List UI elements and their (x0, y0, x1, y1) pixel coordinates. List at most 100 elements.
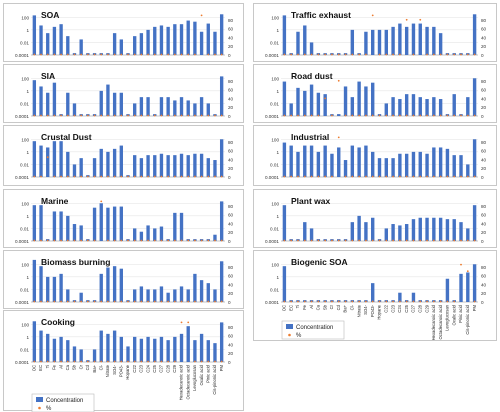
percent-marker (310, 239, 313, 242)
percent-marker (100, 360, 103, 363)
concentration-bar (112, 266, 117, 302)
concentration-bar (316, 92, 321, 116)
percent-marker (107, 239, 109, 242)
y-tick-label: 0.0001 (15, 53, 29, 58)
y2-tick-label: 80 (481, 265, 487, 270)
concentration-bar (153, 289, 157, 302)
percent-marker (337, 79, 340, 82)
legend: Concentration% (31, 393, 95, 412)
y-tick-label: 0.0001 (265, 175, 279, 180)
percent-marker (432, 53, 435, 56)
percent-marker (290, 300, 293, 303)
percent-marker (193, 360, 196, 363)
concentration-bar (146, 336, 150, 362)
legend-label-concentration: Concentration (296, 325, 333, 331)
percent-marker (446, 300, 449, 303)
percent-marker (432, 300, 435, 303)
concentration-bar (173, 289, 177, 302)
percent-marker (283, 300, 286, 303)
percent-marker (107, 114, 109, 117)
percent-marker (86, 114, 89, 117)
percent-marker (398, 175, 401, 178)
y2-tick-label: 0 (481, 114, 484, 119)
percent-marker (107, 360, 109, 363)
percent-marker (405, 18, 408, 21)
concentration-bar (213, 160, 217, 177)
y2-tick-label: 60 (481, 88, 487, 93)
concentration-bar (398, 153, 402, 177)
species-label: Ba+ (343, 304, 348, 312)
percent-marker (303, 114, 306, 117)
concentration-bar (52, 211, 57, 241)
percent-marker (283, 53, 286, 56)
percent-marker (127, 114, 129, 117)
y2-tick-label: 0 (228, 360, 231, 365)
species-label: Nitrate (105, 364, 110, 377)
percent-marker (378, 114, 381, 117)
percent-marker (200, 114, 203, 117)
concentration-bar (472, 14, 477, 55)
concentration-bar (438, 33, 443, 55)
concentration-bar (59, 336, 63, 362)
concentration-bar (59, 24, 63, 55)
percent-marker (133, 300, 136, 303)
percent-marker (147, 175, 149, 178)
percent-marker (439, 114, 442, 117)
percent-marker (80, 239, 83, 242)
percent-marker (60, 300, 63, 303)
percent-marker (187, 321, 190, 324)
concentration-bar (303, 145, 307, 177)
percent-marker (140, 114, 143, 117)
concentration-bar (199, 31, 204, 55)
y-tick-label: 100 (21, 262, 29, 267)
concentration-bar (213, 234, 217, 241)
concentration-bar (66, 92, 70, 116)
percent-marker (160, 300, 163, 303)
percent-marker (173, 114, 176, 117)
percent-marker (331, 114, 333, 117)
concentration-bar (39, 330, 43, 362)
concentration-bar (106, 151, 110, 177)
percent-marker (446, 239, 449, 242)
percent-marker (153, 175, 156, 178)
chart-panel: 100 1 0.01 0.0001 80 60 40 20 0 SOA (3, 3, 244, 62)
percent-marker (127, 239, 129, 242)
percent-marker (331, 53, 333, 56)
concentration-bar (146, 97, 150, 116)
percent-marker (317, 300, 320, 303)
percent-marker (66, 114, 69, 117)
concentration-bar (112, 92, 117, 116)
concentration-bar (371, 283, 375, 302)
percent-marker (153, 300, 156, 303)
percent-marker (351, 239, 354, 242)
percent-marker (371, 300, 374, 303)
percent-marker (283, 239, 286, 242)
percent-marker (371, 14, 374, 17)
percent-marker (53, 53, 56, 56)
y2-tick-label: 20 (228, 230, 234, 235)
y2-tick-label: 60 (228, 149, 234, 154)
species-label: EC (288, 305, 293, 311)
concentration-bar (72, 346, 77, 362)
concentration-bar (179, 286, 184, 302)
y-tick-label: 1 (276, 214, 279, 219)
percent-marker (173, 360, 176, 363)
concentration-bar (309, 42, 314, 55)
species-label: Ti (295, 305, 300, 308)
concentration-bar (303, 25, 307, 55)
species-label: Hexadecanoic acid (431, 304, 436, 340)
y-tick-label: 1 (26, 89, 29, 94)
concentration-bar (425, 217, 429, 241)
concentration-bar (411, 219, 416, 241)
concentration-bar (66, 340, 70, 362)
y-tick-label: 100 (271, 76, 279, 81)
percent-marker (371, 114, 374, 117)
percent-marker (473, 300, 476, 303)
concentration-bar (472, 264, 477, 302)
concentration-bar (179, 153, 184, 177)
concentration-bar (139, 338, 144, 362)
y-tick-label: 100 (271, 137, 279, 142)
concentration-bar (46, 33, 50, 55)
concentration-bar (139, 231, 144, 241)
species-label: C25 (404, 304, 409, 312)
